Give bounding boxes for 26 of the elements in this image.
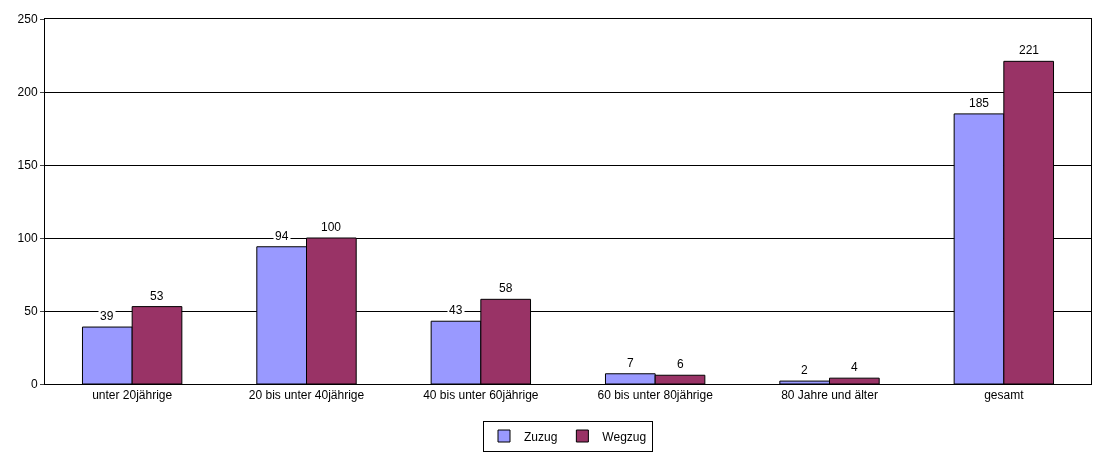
data-label: 185 [969, 96, 990, 110]
data-label: 43 [449, 303, 463, 317]
data-label: 6 [677, 357, 684, 371]
y-tick-label: 0 [30, 377, 38, 392]
data-label: 94 [275, 229, 289, 243]
legend-label: Zuzug [524, 429, 558, 444]
data-label: 4 [851, 360, 858, 374]
x-tick-label: unter 20jährige [92, 388, 173, 403]
y-tick-label: 200 [17, 85, 38, 100]
x-tick-label: gesamt [984, 388, 1025, 403]
data-label: 39 [100, 309, 114, 323]
x-tick-label: 40 bis unter 60jährige [423, 388, 539, 403]
x-tick-label: 60 bis unter 80jährige [597, 388, 714, 403]
data-label: 53 [150, 289, 164, 303]
legend-label: Wegzug [602, 429, 647, 444]
y-tick-label: 250 [17, 12, 38, 27]
x-tick-label: 20 bis unter 40jährige [248, 388, 365, 403]
y-tick-label: 100 [17, 231, 38, 246]
data-label: 221 [1019, 43, 1040, 57]
y-tick-label: 150 [17, 158, 38, 173]
data-label: 100 [321, 220, 342, 234]
data-label: 58 [499, 281, 513, 295]
data-label: 7 [627, 356, 634, 370]
x-tick-label: 80 Jahre und älter [781, 388, 878, 403]
data-label: 2 [801, 363, 808, 377]
y-tick-label: 50 [24, 304, 38, 319]
